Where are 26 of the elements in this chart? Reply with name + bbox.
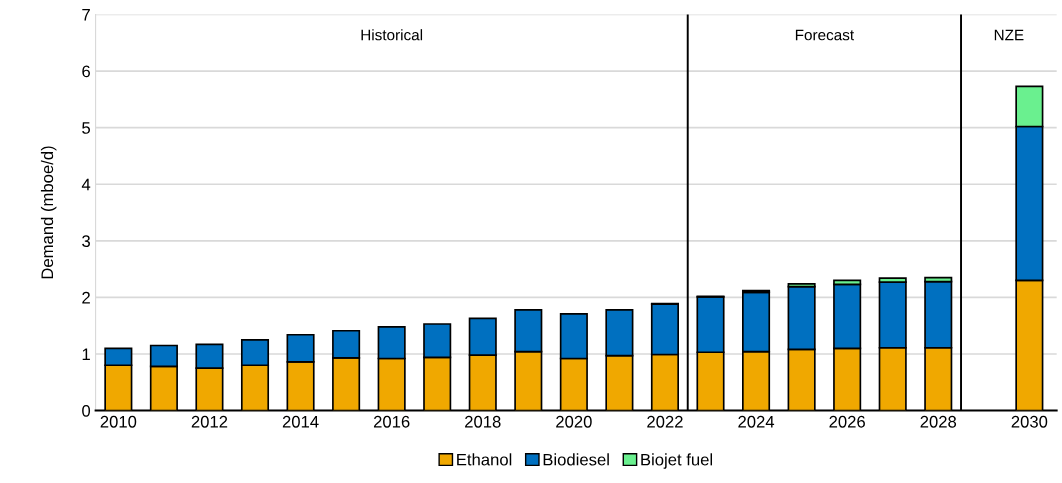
x-tick-label: 2010	[100, 415, 137, 428]
y-axis-title: Demand (mboe/d)	[40, 146, 57, 279]
annotation: NZE	[994, 29, 1024, 41]
x-tick-label: 2018	[465, 415, 501, 428]
y-tick-label: 0	[82, 404, 91, 417]
x-tick-label: 2026	[829, 415, 865, 428]
x-tick-label: 2016	[373, 415, 410, 428]
x-tick-label: 2014	[282, 415, 319, 428]
y-tick-label: 7	[82, 9, 90, 21]
y-tick-label: 4	[81, 178, 91, 191]
annotation: Historical	[361, 29, 423, 41]
x-tick-label: 2028	[920, 415, 957, 428]
y-tick-label: 5	[82, 122, 91, 134]
x-tick-label: 2020	[556, 415, 592, 428]
legend-label: Ethanol	[457, 453, 512, 466]
legend-label: Biojet fuel	[641, 453, 713, 469]
x-tick-label: 2030	[1011, 415, 1048, 428]
y-tick-label: 6	[82, 65, 90, 78]
legend-label: Biodiesel	[543, 453, 609, 466]
y-tick-label: 3	[82, 235, 90, 248]
y-tick-label: 1	[82, 348, 90, 361]
x-tick-label: 2012	[191, 415, 228, 428]
annotation: Forecast	[795, 29, 854, 41]
y-tick-label: 2	[82, 291, 90, 304]
x-tick-label: 2024	[738, 415, 775, 428]
x-tick-label: 2022	[647, 415, 683, 428]
